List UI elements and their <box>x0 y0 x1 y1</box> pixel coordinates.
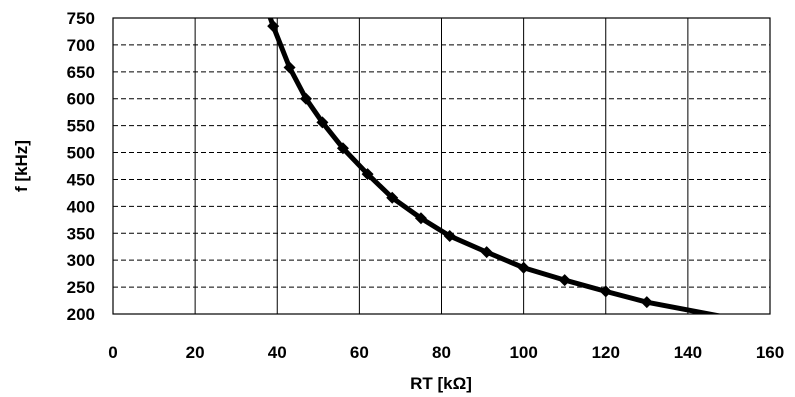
x-axis-title: RT [kΩ] <box>410 374 472 393</box>
y-tick-labels: 200 250 300 350 400 450 500 550 600 650 700 750 <box>67 9 95 324</box>
data-point-marker <box>443 229 456 242</box>
y-tick-label: 550 <box>67 117 95 136</box>
plot-border <box>112 17 771 315</box>
data-point-marker <box>361 168 374 181</box>
data-point-marker <box>480 246 493 259</box>
x-tick-label: 60 <box>350 343 369 362</box>
data-point-marker <box>414 212 427 225</box>
y-tick-label: 750 <box>67 9 95 28</box>
data-point-marker <box>599 285 612 298</box>
data-point-marker <box>316 116 329 129</box>
y-tick-label: 500 <box>67 144 95 163</box>
x-tick-label: 20 <box>186 343 205 362</box>
data-point-marker <box>336 142 349 155</box>
y-tick-label: 300 <box>67 251 95 270</box>
y-tick-label: 350 <box>67 224 95 243</box>
x-tick-label: 40 <box>268 343 287 362</box>
y-tick-label: 700 <box>67 36 95 55</box>
data-point-marker <box>283 61 296 74</box>
data-point-marker <box>517 261 530 274</box>
x-tick-label: 80 <box>432 343 451 362</box>
x-tick-label: 0 <box>108 343 117 362</box>
y-tick-label: 600 <box>67 90 95 109</box>
y-tick-label: 450 <box>67 170 95 189</box>
data-point-marker <box>386 191 399 204</box>
y-tick-label: 200 <box>67 305 95 324</box>
y-tick-label: 650 <box>67 63 95 82</box>
series-line <box>267 18 723 314</box>
data-point-marker <box>640 296 653 309</box>
y-axis-title: f [kHz] <box>12 140 31 192</box>
y-tick-label: 400 <box>67 197 95 216</box>
data-point-marker <box>267 20 280 33</box>
x-tick-labels: 0 20 40 60 80 100 120 140 160 <box>108 343 784 362</box>
x-tick-label: 140 <box>674 343 702 362</box>
data-series <box>267 18 723 314</box>
data-point-marker <box>558 274 571 287</box>
x-tick-label: 160 <box>756 343 784 362</box>
y-tick-label: 250 <box>67 278 95 297</box>
x-tick-label: 120 <box>592 343 620 362</box>
data-point-marker <box>299 92 312 105</box>
x-tick-label: 100 <box>509 343 537 362</box>
